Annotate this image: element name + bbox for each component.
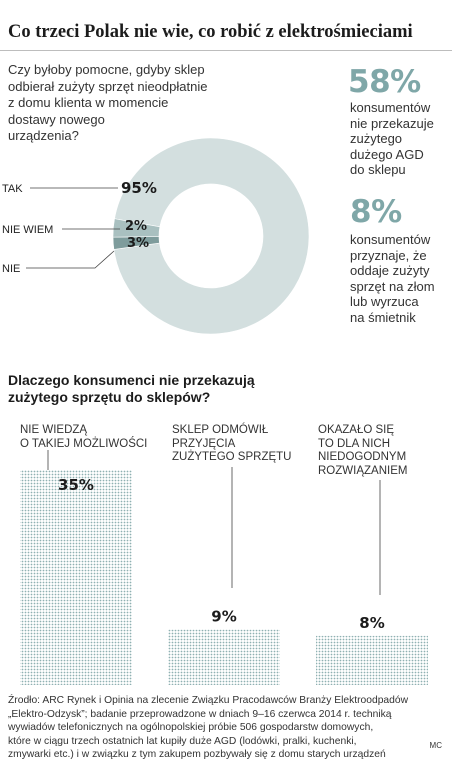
source-line: które w ciągu trzech ostatnich lat kupił… — [8, 735, 357, 747]
stat-8-value: 8% — [350, 194, 402, 230]
donut-category-label: NIE WIEM — [2, 224, 53, 236]
stat-58-line: zużytego — [350, 131, 403, 146]
bar-label-line: PRZYJĘCIA — [172, 437, 236, 450]
question-2-line: zużytego sprzętu do sklepów? — [8, 389, 211, 405]
bar-3 — [316, 635, 428, 685]
bar-value-label: 8% — [359, 614, 384, 632]
stat-58-line: konsumentów — [350, 100, 431, 115]
bar-label-1: NIE WIEDZĄ O TAKIEJ MOŻLIWOŚCI — [20, 424, 147, 451]
bar-value-label: 35% — [58, 476, 94, 494]
donut-category-label: NIE — [2, 263, 20, 275]
bar-label-line: SKLEP ODMÓWIŁ — [172, 424, 269, 436]
stat-8-line: przyznaje, że — [350, 247, 427, 263]
stat-8-text: konsumentów przyznaje, że oddaje zużyty … — [350, 232, 435, 325]
bar-label-line: OKAZAŁO SIĘ — [318, 424, 395, 436]
source-line: zmywarki etc.) i w związku z tym zakupem… — [8, 749, 386, 760]
leader-line — [26, 250, 115, 269]
donut-category-label: TAK — [2, 183, 23, 195]
question-1-line: dostawy nowego — [8, 111, 105, 127]
bar-1 — [20, 470, 132, 685]
donut-chart: TAK NIE WIEM NIE 95% 2% 3% — [2, 137, 310, 335]
bar-label-line: NIEDOGODNYM — [318, 451, 407, 463]
title-divider — [0, 50, 452, 51]
bar-label-line: ZUŻYTEGO SPRZĘTU — [172, 451, 292, 463]
source-line: wywiadów telefonicznych na ogólnopolskie… — [8, 722, 374, 733]
stat-8-line: sprzęt na złom — [350, 278, 435, 294]
donut-value-label: 3% — [127, 236, 149, 251]
question-1-line: Czy byłoby pomocne, gdyby sklep — [8, 62, 205, 77]
source-line: „Elektro-Odzysk”; badanie przeprowadzone… — [8, 708, 392, 720]
bar-label-line: O TAKIEJ MOŻLIWOŚCI — [20, 437, 148, 450]
stat-8-line: lub wyrzuca — [350, 294, 419, 309]
bar-label-line: TO DLA NICH — [318, 437, 390, 450]
question-2-line: Dlaczego konsumenci nie przekazują — [8, 372, 255, 388]
question-1-line: odbierał zużyty sprzęt nieodpłatnie — [8, 78, 208, 94]
donut-slice-1 — [113, 137, 310, 335]
source-note: Źrodło: ARC Rynek i Opinia na zlecenie Z… — [8, 694, 428, 762]
bar-2 — [168, 629, 280, 685]
stat-58-line: do sklepu — [350, 162, 406, 177]
stat-58-line: nie przekazuje — [350, 115, 434, 131]
bar-label-2: SKLEP ODMÓWIŁ PRZYJĘCIA ZUŻYTEGO SPRZĘTU — [172, 424, 291, 465]
source-line: Źrodło: ARC Rynek i Opinia na zlecenie Z… — [8, 695, 409, 706]
credit: MC — [429, 741, 442, 750]
stat-58-value: 58% — [348, 64, 421, 100]
bar-label-line: ROZWIĄZANIEM — [318, 464, 408, 477]
donut-value-label: 2% — [125, 219, 147, 234]
page-title: Co trzeci Polak nie wie, co robić z elek… — [8, 22, 413, 42]
stat-58-text: konsumentów nie przekazuje zużytego duże… — [350, 100, 434, 178]
question-2: Dlaczego konsumenci nie przekazują zużyt… — [8, 372, 308, 406]
stat-8-line: konsumentów — [350, 232, 431, 247]
question-1-line: z domu klienta w momencie — [8, 95, 169, 110]
bar-label-3: OKAZAŁO SIĘ TO DLA NICH NIEDOGODNYM ROZW… — [318, 424, 407, 478]
bar-value-label: 9% — [211, 608, 236, 626]
donut-slice-3 — [112, 218, 161, 238]
stat-8-line: oddaje zużyty — [350, 263, 430, 278]
stat-58-line: dużego AGD — [350, 146, 424, 162]
bar-chart: 35% 9% 8% — [20, 450, 428, 685]
stat-8-line: na śmietnik — [350, 309, 416, 325]
bar-label-line: NIE WIEDZĄ — [20, 424, 88, 436]
donut-value-label: 95% — [121, 179, 157, 197]
question-1-line: urządzenia? — [8, 128, 79, 143]
question-1: Czy byłoby pomocne, gdyby sklep odbierał… — [8, 62, 248, 145]
